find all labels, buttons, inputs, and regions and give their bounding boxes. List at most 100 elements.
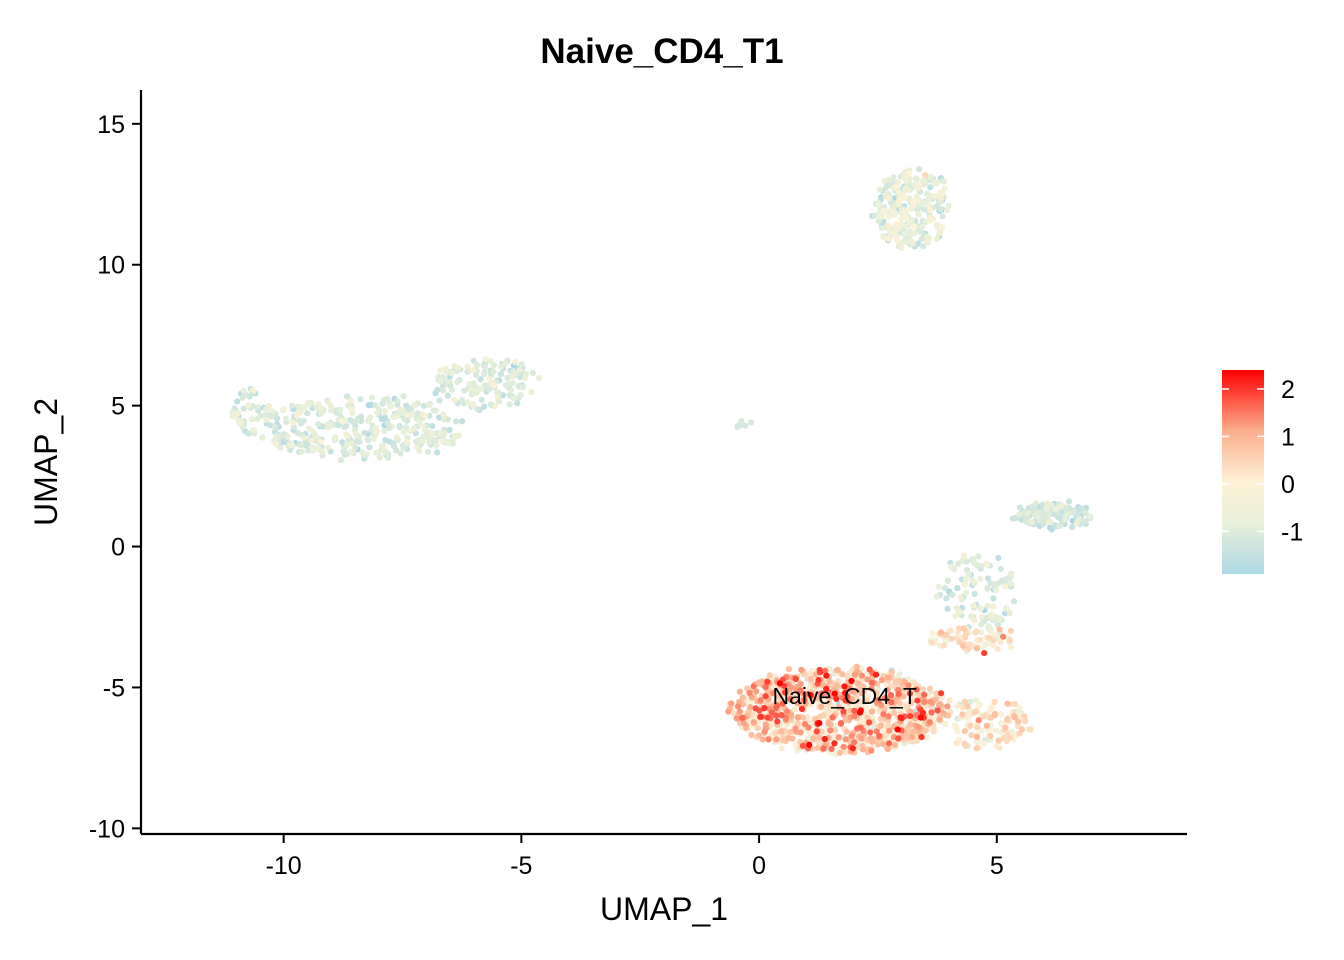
data-point: [926, 719, 933, 726]
data-point: [324, 444, 331, 451]
data-point: [807, 700, 815, 707]
data-point: [842, 697, 849, 704]
data-point: [425, 439, 432, 446]
data-point: [516, 366, 523, 374]
data-point: [438, 437, 445, 444]
data-point: [943, 595, 950, 602]
data-point: [315, 420, 322, 427]
data-point: [437, 367, 444, 374]
data-point: [908, 699, 915, 707]
data-point: [448, 370, 455, 377]
y-tick-label: 5: [111, 393, 125, 421]
data-point: [977, 637, 984, 644]
data-point: [736, 688, 743, 695]
data-point: [376, 454, 383, 461]
data-point: [940, 710, 947, 717]
data-point: [915, 724, 922, 731]
data-point: [1002, 583, 1009, 590]
data-point: [315, 401, 322, 408]
data-point: [993, 727, 1000, 734]
data-point: [300, 417, 307, 424]
data-point: [971, 617, 978, 624]
data-point: [1029, 518, 1036, 526]
data-point: [851, 707, 858, 714]
data-point: [416, 419, 423, 426]
data-point: [985, 634, 993, 641]
data-point: [885, 195, 893, 202]
data-point: [303, 442, 310, 449]
data-point: [805, 724, 812, 731]
data-point: [839, 671, 846, 678]
data-point: [444, 392, 452, 399]
data-point: [289, 402, 296, 409]
data-point: [965, 645, 972, 652]
data-point: [444, 379, 451, 386]
data-point: [887, 692, 895, 699]
data-point: [906, 690, 914, 697]
data-point: [962, 634, 969, 641]
data-point: [978, 629, 985, 636]
data-point: [240, 405, 247, 412]
data-point: [961, 581, 969, 588]
data-point: [313, 434, 320, 441]
data-point: [987, 627, 994, 635]
data-point: [265, 402, 272, 410]
data-point: [961, 728, 968, 735]
data-point: [735, 703, 742, 710]
data-point: [891, 209, 898, 216]
data-point: [338, 417, 345, 424]
data-point: [987, 732, 994, 740]
data-point: [973, 733, 981, 741]
data-point: [748, 731, 755, 739]
data-point: [467, 380, 474, 388]
data-point: [778, 728, 785, 735]
data-point: [934, 223, 941, 230]
data-point: [917, 714, 924, 721]
data-point: [369, 394, 376, 401]
data-point: [365, 417, 372, 424]
data-point: [356, 438, 363, 445]
data-point: [877, 701, 885, 709]
data-point: [881, 178, 888, 185]
data-point: [954, 585, 961, 592]
data-point: [315, 445, 322, 452]
data-point: [908, 695, 915, 702]
data-point: [1006, 734, 1013, 741]
data-point: [826, 677, 833, 685]
data-point: [994, 621, 1001, 628]
data-point: [318, 405, 325, 412]
data-point: [833, 695, 840, 703]
data-point: [785, 666, 793, 673]
data-point: [883, 184, 890, 191]
data-point: [259, 434, 266, 441]
data-point: [834, 666, 841, 674]
colorbar: [1222, 370, 1264, 574]
data-point: [842, 689, 849, 696]
x-tick-label: 5: [990, 852, 1004, 880]
data-point: [842, 736, 849, 743]
data-point: [944, 605, 951, 613]
data-point: [759, 736, 766, 743]
data-point: [815, 677, 822, 684]
data-point: [420, 433, 427, 440]
data-point: [739, 714, 746, 722]
data-point: [371, 435, 378, 442]
data-point: [829, 714, 836, 721]
data-point: [1043, 505, 1050, 512]
data-point: [977, 605, 984, 612]
data-point: [403, 424, 410, 431]
data-point: [807, 692, 814, 699]
colorbar-tick-label: 2: [1281, 376, 1295, 404]
data-point: [787, 695, 794, 703]
data-point: [984, 585, 991, 592]
data-point: [866, 719, 873, 726]
data-point: [901, 686, 908, 693]
data-point: [960, 643, 967, 650]
data-point: [506, 401, 513, 408]
data-point: [262, 412, 269, 419]
data-point: [961, 552, 968, 559]
data-point: [426, 402, 433, 409]
data-point: [932, 179, 940, 186]
data-point: [245, 430, 252, 437]
data-point: [481, 403, 488, 410]
